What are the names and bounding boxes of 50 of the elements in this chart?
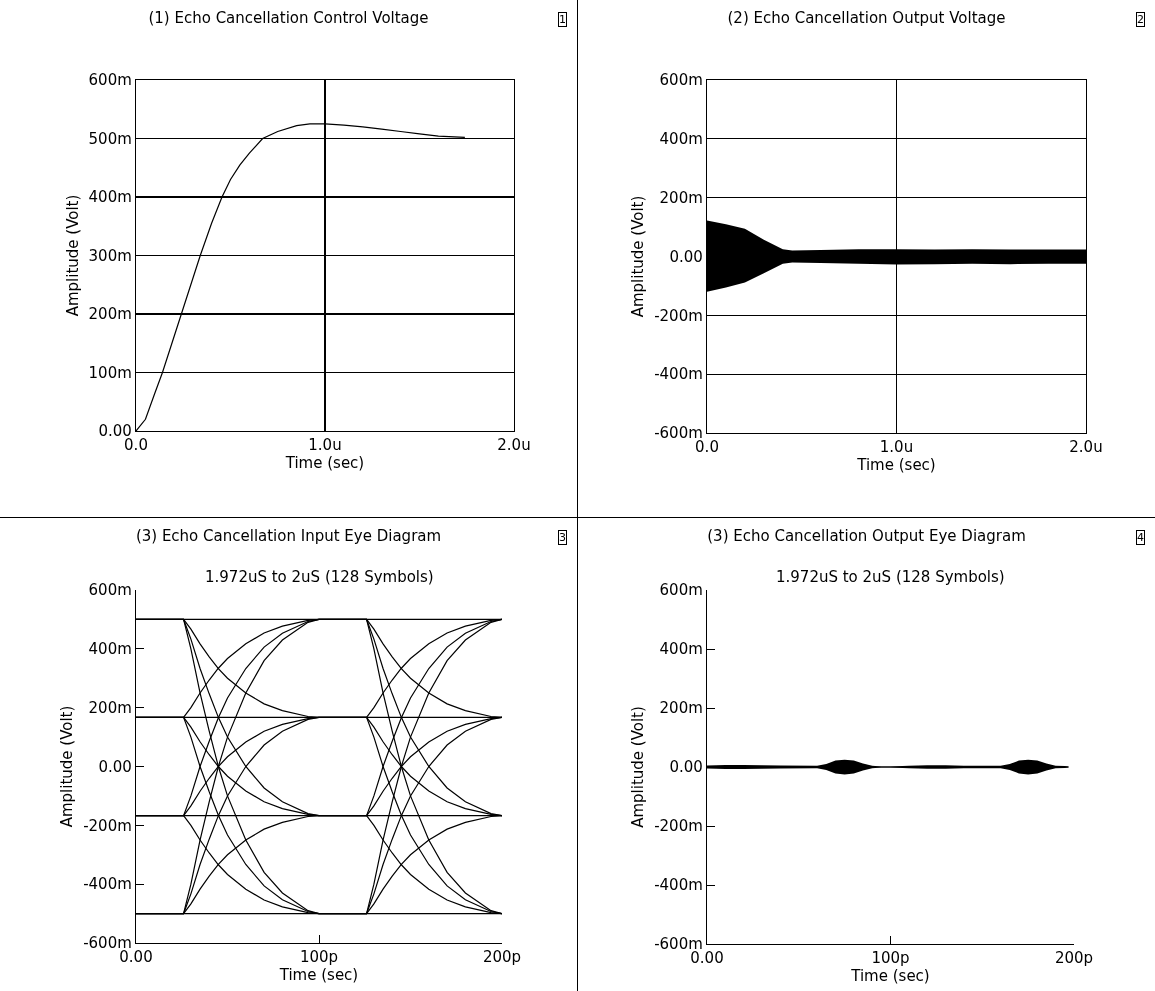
x-axis-title: Time (sec) <box>278 966 359 985</box>
text: 4 <box>1137 531 1144 544</box>
x-tick-label: 100p <box>871 949 910 968</box>
y-tick-label: -400m <box>654 365 703 384</box>
y-tick-label: 300m <box>88 246 132 265</box>
y-tick-label: 500m <box>88 129 132 148</box>
y-tick-label: 100m <box>88 363 132 382</box>
y-tick-label: 400m <box>659 640 703 659</box>
y-tick-label: 200m <box>659 699 703 718</box>
y-tick-label: 200m <box>88 698 132 717</box>
y-tick-label: 0.00 <box>98 757 132 776</box>
text: 1 <box>559 13 566 26</box>
y-tick-label: 600m <box>659 71 703 90</box>
y-tick-label: 200m <box>88 305 132 324</box>
chart-subtitle: 1.972uS to 2uS (128 Symbols) <box>776 568 1005 586</box>
y-tick-label: 600m <box>659 581 703 600</box>
x-tick-label: 1.0u <box>308 436 342 455</box>
y-tick-label: 600m <box>88 581 132 600</box>
y-tick-label: 400m <box>88 188 132 207</box>
y-tick-label: 200m <box>659 188 703 207</box>
x-axis-title: Time (sec) <box>850 967 930 986</box>
y-axis-title: Amplitude (Volt) <box>629 195 648 318</box>
y-tick-label: -200m <box>83 816 132 835</box>
y-tick-label: -400m <box>654 876 703 895</box>
x-axis-title: Time (sec) <box>856 456 936 475</box>
y-tick-label: -200m <box>654 306 703 325</box>
y-axis-title: Amplitude (Volt) <box>63 194 82 317</box>
y-tick-label: 0.00 <box>669 247 703 266</box>
y-axis-title: Amplitude (Volt) <box>629 706 648 828</box>
chart-title: (3) Echo Cancellation Output Eye Diagram <box>707 527 1026 546</box>
chart-title: (1) Echo Cancellation Control Voltage <box>148 9 429 28</box>
y-axis-title: Amplitude (Volt) <box>58 705 77 828</box>
text: 3 <box>559 531 566 544</box>
chart-subtitle: 1.972uS to 2uS (128 Symbols) <box>205 568 434 586</box>
x-tick-label: 2.0u <box>1069 438 1103 457</box>
chart-title: (3) Echo Cancellation Input Eye Diagram <box>135 527 442 546</box>
y-tick-label: -200m <box>654 817 703 836</box>
y-tick-label: 400m <box>659 130 703 149</box>
x-tick-label: 200p <box>1054 949 1094 968</box>
y-tick-label: 0.00 <box>669 758 703 777</box>
y-tick-label: 600m <box>88 71 132 90</box>
y-tick-label: 400m <box>88 640 132 659</box>
x-axis-title: Time (sec) <box>284 454 365 473</box>
x-tick-label: 1.0u <box>879 438 914 457</box>
y-tick-label: -400m <box>83 875 132 894</box>
chart-title: (2) Echo Cancellation Output Voltage <box>727 9 1006 28</box>
x-tick-label: 100p <box>299 948 339 967</box>
text: 2 <box>1137 13 1144 26</box>
x-tick-label: 2.0u <box>497 436 531 455</box>
x-tick-label: 200p <box>482 948 522 967</box>
